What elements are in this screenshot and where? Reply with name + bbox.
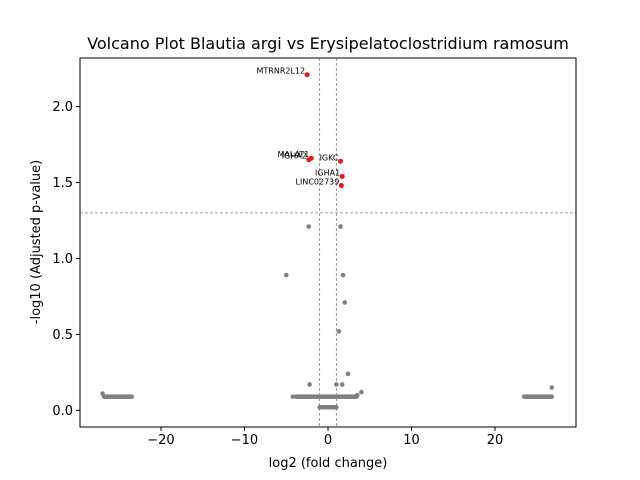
nonsignificant-point — [345, 371, 351, 377]
nonsignificant-point — [340, 272, 346, 278]
gene-label: MTRNR2L12 — [256, 67, 305, 76]
nonsignificant-point — [307, 382, 312, 387]
gene-label: IGKC — [320, 153, 339, 162]
x-tick-label: 0 — [324, 433, 332, 448]
chart-title: Volcano Plot Blautia argi vs Erysipelato… — [87, 34, 569, 53]
nonsignificant-point — [334, 404, 339, 410]
nonsignificant-point — [342, 300, 348, 305]
x-tick-label: −10 — [231, 433, 258, 448]
gene-label: IGHA1 — [315, 168, 340, 177]
y-tick-label: 2.0 — [52, 100, 73, 115]
x-tick-label: −20 — [147, 433, 174, 448]
gene-label: LINC02739 — [296, 178, 340, 187]
significant-point — [304, 72, 310, 78]
significant-point — [339, 173, 345, 179]
nonsignificant-point — [354, 392, 360, 398]
nonsignificant-point — [549, 385, 555, 390]
y-axis-label: -log10 (Adjusted p-value) — [29, 160, 44, 324]
plot-frame — [79, 57, 577, 428]
nonsignificant-point — [290, 394, 296, 399]
nonsignificant-point — [359, 389, 364, 395]
x-axis-label: log2 (fold change) — [269, 456, 388, 471]
nonsignificant-point — [100, 391, 105, 396]
x-tick-label: 10 — [403, 433, 420, 448]
nonsignificant-point — [334, 382, 339, 387]
nonsignificant-point — [339, 382, 345, 387]
y-tick-label: 0.0 — [52, 404, 73, 419]
gene-label: MALAT1 — [277, 150, 309, 159]
y-tick-label: 1.0 — [52, 252, 73, 267]
x-tick-label: 20 — [487, 433, 504, 448]
nonsignificant-point — [129, 394, 135, 399]
significant-point — [306, 157, 312, 163]
y-tick-label: 1.5 — [52, 176, 73, 191]
significant-point — [338, 183, 344, 189]
nonsignificant-point — [549, 394, 555, 399]
y-tick-label: 0.5 — [52, 328, 73, 343]
nonsignificant-point — [306, 224, 312, 229]
nonsignificant-point — [338, 224, 343, 229]
significant-point — [338, 158, 344, 164]
nonsignificant-point — [336, 329, 342, 334]
gene-label: IGHA2 — [282, 152, 307, 161]
nonsignificant-point — [283, 272, 289, 278]
